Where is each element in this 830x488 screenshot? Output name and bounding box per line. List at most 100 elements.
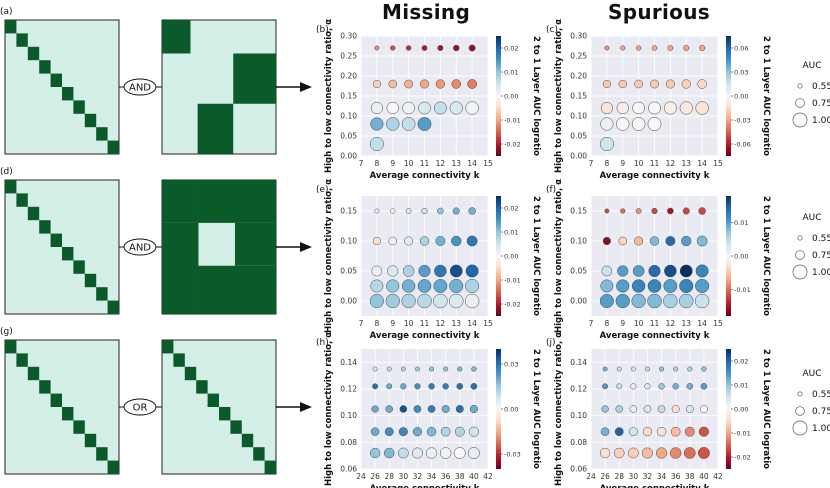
data-point [618, 79, 627, 89]
matrix-block [207, 393, 219, 407]
data-point [599, 293, 614, 309]
data-point [664, 264, 677, 278]
y-tick-label: 0.10 [570, 112, 587, 121]
matrix-block [264, 460, 276, 474]
x-tick-label: 15 [483, 159, 493, 168]
data-point [672, 383, 679, 390]
data-point [419, 236, 430, 246]
y-tick-label: 0.10 [570, 237, 587, 246]
data-point [437, 207, 444, 215]
colorbar-tick-label: -0.02 [504, 301, 521, 309]
matrix-right [161, 19, 277, 155]
data-point [663, 293, 678, 309]
x-tick-label: 9 [390, 319, 395, 328]
matrix-block [96, 447, 108, 461]
arrow-head [300, 242, 312, 252]
colorbar-tick-label: 0.00 [504, 93, 518, 101]
y-tick-label: 0.10 [340, 112, 357, 121]
plot-area [591, 349, 718, 469]
data-point [663, 101, 677, 115]
data-point [455, 405, 464, 413]
data-point [681, 79, 691, 89]
data-point [647, 279, 662, 293]
data-point [421, 207, 428, 215]
x-tick-label: 8 [374, 319, 379, 328]
data-point [437, 45, 444, 51]
matrix-block [184, 366, 197, 381]
data-point [604, 45, 610, 51]
matrix-block [50, 233, 62, 247]
data-point [658, 383, 665, 390]
data-point [649, 236, 660, 246]
data-point [602, 366, 608, 372]
data-point [371, 405, 379, 413]
data-point [682, 207, 690, 215]
y-tick-label: 0.05 [570, 267, 587, 276]
data-point [385, 405, 393, 413]
legend-marker [792, 420, 808, 436]
x-tick-label: 36 [671, 472, 681, 481]
x-tick-label: 7 [359, 159, 364, 168]
x-tick-label: 30 [399, 472, 409, 481]
x-tick-label: 32 [413, 472, 423, 481]
data-point [443, 366, 449, 372]
x-tick-label: 14 [467, 319, 477, 328]
y-axis-label: High to low connectivity ratio, α [554, 19, 564, 173]
panel-label-d: (d) [0, 167, 13, 177]
x-tick-label: 12 [666, 319, 676, 328]
data-point [687, 366, 693, 372]
data-point [616, 383, 623, 390]
operator-label: AND [129, 243, 151, 254]
x-tick-label: 9 [390, 159, 395, 168]
data-point [629, 405, 638, 413]
data-point [617, 265, 629, 277]
data-point [470, 383, 478, 390]
data-point [695, 101, 709, 115]
y-tick-label: 0.10 [340, 411, 357, 420]
data-point [665, 79, 675, 89]
data-point [686, 383, 694, 390]
data-point [602, 383, 609, 390]
legend-label: 0.55 [812, 82, 830, 92]
data-point [385, 293, 400, 309]
y-axis-label: High to low connectivity ratio, α [324, 332, 334, 486]
data-point [452, 207, 460, 215]
x-tick-label: 10 [634, 319, 644, 328]
colorbar [496, 349, 501, 469]
data-point [679, 101, 693, 115]
data-point [632, 101, 645, 115]
y-tick-label: 0.05 [340, 267, 357, 276]
data-point [667, 45, 674, 51]
legend-title: AUC [802, 213, 821, 223]
x-tick-label: 38 [685, 472, 695, 481]
data-point [644, 383, 651, 390]
colorbar-tick-label: 0.06 [734, 45, 748, 53]
panel-label-g: (g) [0, 327, 13, 337]
y-tick-label: 0.00 [570, 297, 587, 306]
x-tick-label: 12 [436, 319, 446, 328]
data-point [402, 265, 415, 277]
data-point [383, 447, 395, 459]
data-point [600, 427, 610, 436]
matrix-right [161, 179, 277, 315]
data-point [620, 208, 626, 214]
legend-title: AUC [802, 369, 821, 379]
data-point [635, 208, 642, 214]
size-legend-3: AUC 0.55 0.75 1.00 [792, 369, 830, 436]
legend-marker [797, 391, 803, 397]
legend-label: 0.55 [812, 390, 830, 400]
x-tick-label: 26 [370, 472, 380, 481]
data-point [665, 236, 676, 246]
operator-label: AND [129, 83, 151, 94]
colorbar-label: 2 to 1 Layer AUC logratio [761, 196, 771, 316]
matrix-block [96, 127, 108, 141]
x-tick-label: 8 [374, 159, 379, 168]
data-point [386, 117, 400, 131]
data-point [695, 278, 710, 294]
data-point [428, 383, 435, 390]
chart-c: (c) 7 8 9 10 11 12 13 14 15 0.00 0.05 0.10 0.15 0.20 0.… [546, 19, 771, 181]
data-point [370, 279, 384, 293]
colorbar-tick-label: -0.01 [504, 117, 521, 125]
data-point [372, 236, 381, 246]
